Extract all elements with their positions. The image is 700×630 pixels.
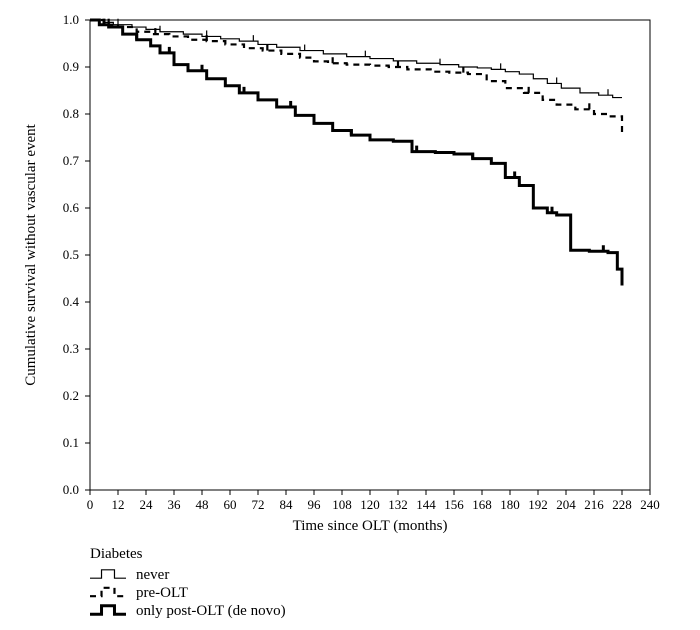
x-tick-label: 216: [584, 497, 604, 512]
y-tick-label: 0.7: [63, 153, 80, 168]
x-tick-label: 144: [416, 497, 436, 512]
x-tick-label: 132: [388, 497, 408, 512]
x-tick-label: 84: [280, 497, 294, 512]
x-tick-label: 240: [640, 497, 660, 512]
legend-title: Diabetes: [90, 546, 143, 562]
legend-label: only post-OLT (de novo): [136, 603, 286, 619]
x-tick-label: 168: [472, 497, 492, 512]
x-tick-label: 12: [112, 497, 125, 512]
x-tick-label: 96: [308, 497, 322, 512]
x-tick-label: 48: [196, 497, 209, 512]
y-tick-label: 0.3: [63, 341, 79, 356]
y-tick-label: 0.6: [63, 200, 80, 215]
y-tick-label: 1.0: [63, 12, 79, 27]
x-tick-label: 24: [140, 497, 154, 512]
y-tick-label: 0.2: [63, 388, 79, 403]
x-tick-label: 204: [556, 497, 576, 512]
y-tick-label: 0.9: [63, 59, 79, 74]
y-axis-label: Cumulative survival without vascular eve…: [23, 123, 39, 385]
x-tick-label: 120: [360, 497, 380, 512]
x-tick-label: 36: [168, 497, 182, 512]
legend-label: pre-OLT: [136, 585, 188, 601]
x-tick-label: 180: [500, 497, 520, 512]
km-survival-chart: 0 12 24 36 48 60 72 84 96 108 120 132 144 156 168 180 19…: [0, 0, 700, 630]
legend-label: never: [136, 567, 169, 583]
x-tick-label: 0: [87, 497, 94, 512]
x-tick-label: 192: [528, 497, 548, 512]
y-tick-label: 0.0: [63, 482, 79, 497]
x-tick-label: 156: [444, 497, 464, 512]
chart-bg: [0, 0, 700, 630]
x-tick-label: 228: [612, 497, 632, 512]
y-tick-label: 0.1: [63, 435, 79, 450]
x-tick-label: 60: [224, 497, 237, 512]
y-tick-label: 0.5: [63, 247, 79, 262]
x-axis-label: Time since OLT (months): [293, 518, 448, 534]
x-tick-label: 108: [332, 497, 352, 512]
x-tick-label: 72: [252, 497, 265, 512]
y-tick-label: 0.4: [63, 294, 80, 309]
y-tick-label: 0.8: [63, 106, 79, 121]
